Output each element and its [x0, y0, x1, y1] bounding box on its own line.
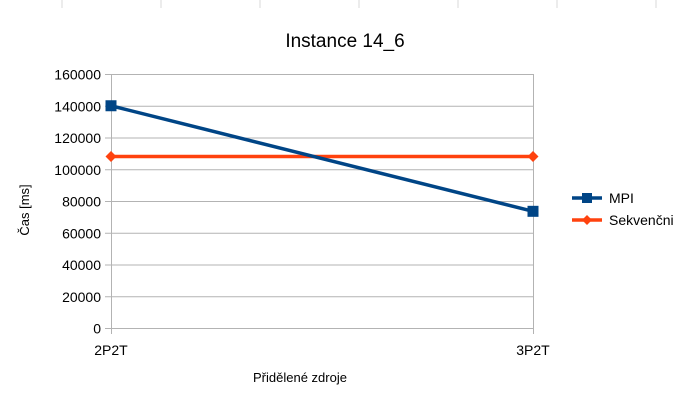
- data-point-diamond: [527, 151, 539, 163]
- series-line: [110, 104, 534, 214]
- legend-item: MPI: [572, 190, 634, 206]
- legend-label: MPI: [609, 190, 634, 206]
- data-point-square: [527, 205, 539, 217]
- data-point-square: [582, 193, 592, 203]
- y-tick-label: 140000: [54, 98, 101, 114]
- chart-title: Instance 14_6: [285, 31, 404, 52]
- x-axis-ticks: 2P2T 3P2T: [94, 328, 550, 358]
- y-tick-label: 80000: [62, 194, 101, 210]
- legend-item: Sekvenčni: [572, 212, 674, 228]
- legend: MPI Sekvenčni: [572, 190, 674, 228]
- y-axis-ticks: 0 20000 40000 60000 80000 100000 120000 140000 1…: [54, 67, 111, 337]
- data-point-square: [105, 100, 117, 112]
- y-axis-label: Čas [ms]: [17, 184, 32, 235]
- y-tick-label: 60000: [62, 225, 101, 241]
- sheet-gridline-stubs: [61, 0, 657, 8]
- x-tick-label: 3P2T: [516, 342, 550, 358]
- y-tick-label: 20000: [62, 289, 101, 305]
- series-0: [105, 100, 539, 217]
- legend-label: Sekvenčni: [609, 212, 674, 228]
- y-tick-label: 40000: [62, 257, 101, 273]
- y-tick-label: 120000: [54, 130, 101, 146]
- data-point-diamond: [582, 215, 592, 225]
- x-axis-label: Přidělené zdroje: [253, 370, 347, 385]
- y-tick-label: 160000: [54, 67, 101, 83]
- series-1: [105, 151, 539, 163]
- data-point-diamond: [105, 151, 117, 163]
- series-group: [105, 100, 539, 217]
- gridlines: [111, 74, 534, 334]
- y-tick-label: 0: [93, 321, 101, 337]
- y-tick-label: 100000: [54, 162, 101, 178]
- x-tick-label: 2P2T: [94, 342, 128, 358]
